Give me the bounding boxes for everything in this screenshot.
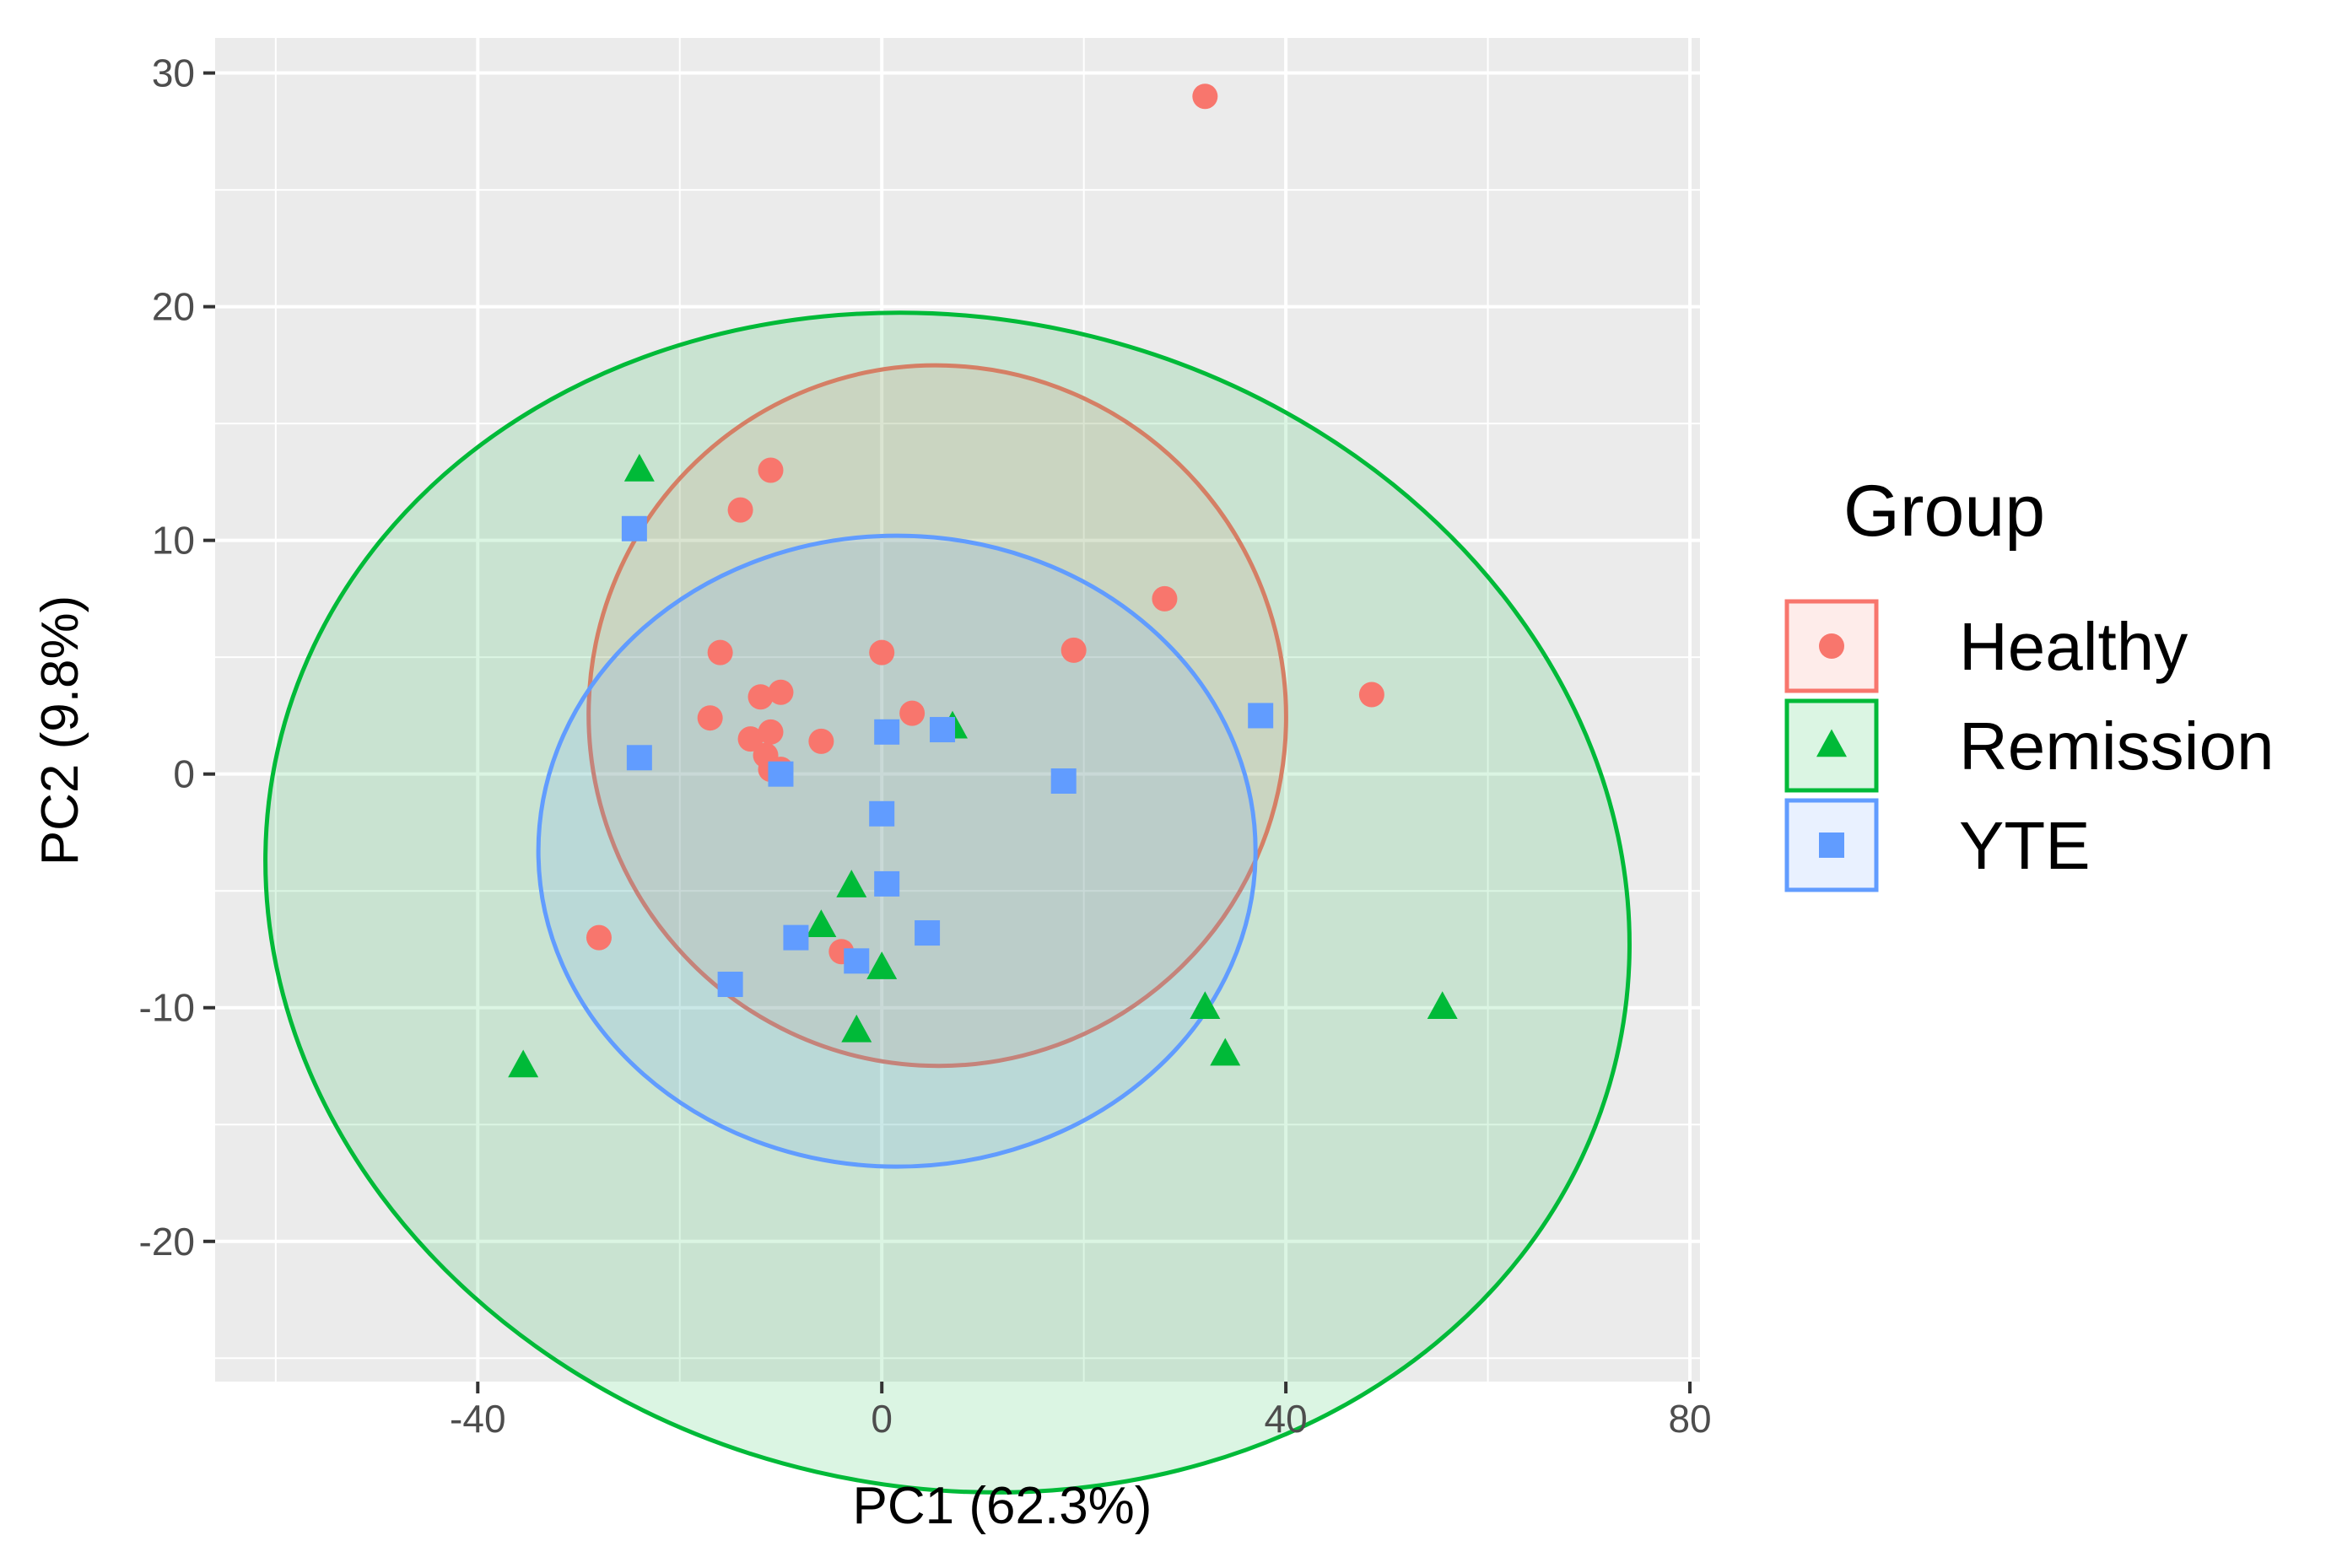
point-healthy	[727, 497, 753, 523]
legend-label-remission: Remission	[1959, 709, 2274, 784]
point-yte	[874, 870, 900, 897]
point-yte	[783, 924, 809, 951]
point-healthy	[586, 924, 612, 951]
y-tick-label: 30	[152, 51, 195, 95]
legend-marker-square	[1819, 832, 1844, 858]
point-healthy	[1060, 637, 1087, 663]
point-remission	[623, 454, 655, 482]
confidence-ellipses	[263, 310, 1632, 1495]
point-yte	[717, 972, 743, 998]
x-tick-label: 80	[1668, 1397, 1711, 1441]
point-healthy	[1358, 682, 1384, 708]
legend-marker-triangle	[1816, 729, 1847, 757]
point-healthy	[768, 679, 794, 705]
y-tick-label: -10	[139, 986, 195, 1030]
y-axis-label: PC2 (9.8%)	[31, 595, 89, 865]
point-remission	[836, 870, 867, 897]
grid-minor	[215, 38, 1700, 1382]
legend-key-remission	[1784, 698, 1879, 793]
point-yte	[915, 920, 941, 946]
point-yte	[768, 761, 794, 787]
point-healthy	[1152, 585, 1178, 612]
y-tick-label: 20	[152, 285, 195, 329]
point-healthy	[707, 639, 733, 665]
point-remission	[841, 1014, 872, 1043]
point-yte	[1050, 768, 1077, 794]
point-yte	[626, 745, 652, 771]
legend-marker-circle	[1819, 633, 1844, 659]
y-tick-label: -20	[139, 1220, 195, 1264]
point-healthy	[1192, 84, 1218, 110]
ellipse-healthy	[586, 363, 1288, 1069]
point-healthy	[747, 684, 774, 710]
legend-label-healthy: Healthy	[1959, 609, 2188, 684]
y-tick-label: 0	[173, 752, 195, 796]
ellipse-remission	[263, 310, 1632, 1495]
point-healthy	[697, 705, 723, 731]
point-remission	[806, 909, 837, 937]
data-points	[508, 84, 1458, 1078]
point-healthy	[808, 728, 834, 754]
point-yte	[844, 948, 870, 974]
x-tick-label: 40	[1265, 1397, 1308, 1441]
point-healthy	[737, 726, 764, 752]
point-yte	[1248, 703, 1274, 729]
point-remission	[1210, 1037, 1241, 1066]
point-healthy	[758, 457, 784, 483]
point-healthy	[869, 639, 895, 665]
point-yte	[930, 717, 956, 743]
plot-panel	[215, 38, 1700, 1382]
point-yte	[869, 800, 895, 827]
point-healthy	[758, 719, 784, 745]
grid-major	[215, 38, 1700, 1382]
legend-key-healthy	[1784, 599, 1879, 693]
legend: Group Healthy Remission YTE	[1784, 471, 2274, 892]
x-tick-label: 0	[871, 1397, 893, 1441]
point-yte	[874, 719, 900, 745]
point-remission	[508, 1049, 539, 1078]
ellipse-yte	[536, 533, 1258, 1169]
x-axis-label: PC1 (62.3%)	[853, 1477, 1152, 1535]
legend-key-yte	[1784, 798, 1879, 892]
axes: -40 0 40 80 -20 -10 0 10 20 30	[139, 51, 1712, 1441]
point-remission	[1190, 991, 1221, 1019]
point-remission	[866, 951, 898, 979]
x-tick-label: -40	[450, 1397, 505, 1441]
point-remission	[1427, 991, 1458, 1019]
point-healthy	[899, 700, 926, 726]
y-tick-label: 10	[152, 519, 195, 563]
legend-label-yte: YTE	[1959, 808, 2091, 883]
point-yte	[621, 515, 647, 542]
legend-title: Group	[1843, 471, 2045, 552]
